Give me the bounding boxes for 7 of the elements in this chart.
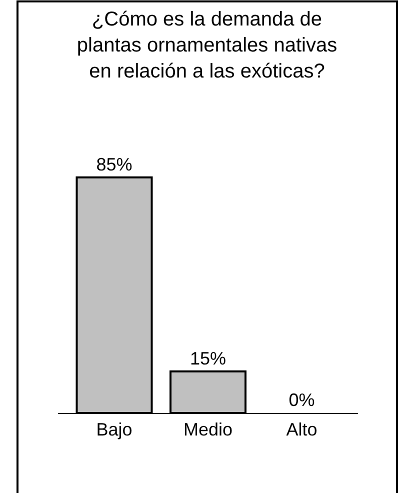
data-label: 85% <box>96 154 132 174</box>
chart-title: ¿Cómo es la demanda de plantas ornamentales nativas en relación a las exóticas? <box>76 8 338 83</box>
x-tick-label: Bajo <box>96 420 132 440</box>
x-tick-label: Alto <box>286 420 318 440</box>
data-label: 0% <box>288 390 315 410</box>
data-label: 15% <box>190 348 226 368</box>
x-tick-label: Medio <box>183 420 233 440</box>
